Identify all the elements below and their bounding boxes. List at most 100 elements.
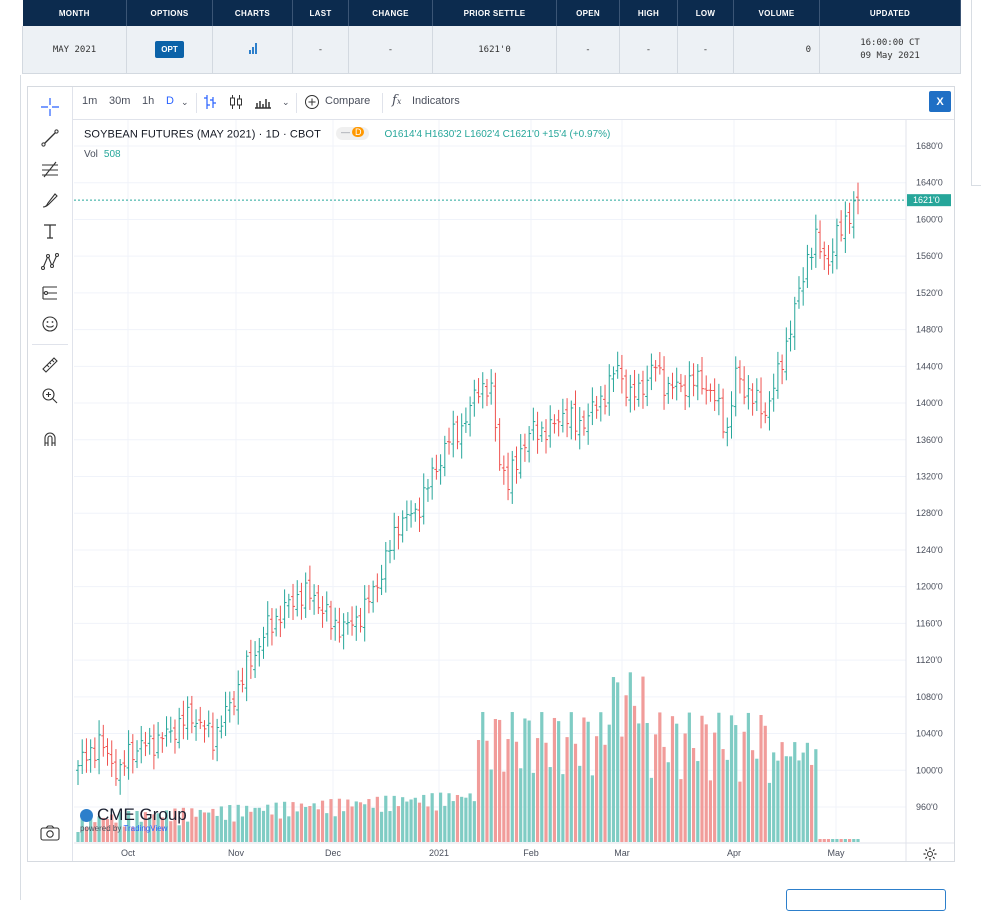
measure-ranges-icon[interactable] (38, 281, 62, 305)
crosshair-icon[interactable] (38, 95, 62, 119)
brush-icon[interactable] (38, 188, 62, 212)
interval-1m[interactable]: 1m (82, 95, 98, 107)
volume-bar (548, 767, 552, 842)
emoji-icon[interactable] (38, 312, 62, 336)
volume-bar (460, 796, 464, 842)
volume-bar (126, 811, 131, 842)
volume-bar (240, 816, 245, 842)
indicators-button[interactable]: Indicators (412, 95, 460, 107)
opt-button[interactable]: OPT (155, 41, 184, 58)
volume-bar (755, 758, 759, 842)
y-tick-label: 1040'0 (916, 729, 943, 739)
volume-bar (810, 764, 814, 842)
volume-bar (481, 712, 485, 842)
col-last: LAST (292, 0, 349, 26)
volume-bar (645, 723, 649, 842)
camera-icon[interactable] (38, 823, 62, 843)
volume-bar (641, 676, 645, 842)
text-tool-icon[interactable] (38, 219, 62, 243)
volume-bar (413, 797, 417, 842)
volume-bar (417, 802, 422, 842)
volume-bar (590, 775, 594, 842)
x-tick-label: 2021 (429, 848, 449, 858)
chart-type-dropdown-icon[interactable]: ⌄ (282, 97, 290, 107)
bottom-button[interactable] (786, 889, 946, 911)
volume-bar (729, 715, 734, 842)
interval-dropdown-icon[interactable]: ⌄ (181, 97, 189, 107)
volume-bar (557, 721, 561, 842)
volume-bar (105, 819, 110, 842)
volume-bar (485, 740, 489, 842)
volume-bar (320, 800, 325, 842)
compare-plus-icon[interactable] (304, 94, 320, 113)
volume-bar (713, 732, 717, 842)
price-chart[interactable]: 1680'0 1640'0 1600'0 1560'0 1520'0 1480'0 1440… (28, 87, 954, 861)
bar-chart-icon[interactable] (248, 42, 257, 54)
volume-bar (186, 821, 190, 842)
powered-brand[interactable]: TradingView (123, 824, 168, 833)
interval-1h[interactable]: 1h (142, 95, 155, 107)
open-cell: - (556, 26, 620, 74)
volume-bar (118, 812, 122, 842)
pattern-icon[interactable] (38, 250, 62, 274)
interval-d[interactable]: D (166, 95, 174, 107)
y-tick-label: 960'0 (916, 802, 938, 812)
toolbar-divider (32, 344, 68, 345)
volume-bar (426, 806, 430, 842)
chart-toolbar: 1m 30m 1h D ⌄ ⌄ Compare fx Indicators X (72, 87, 954, 120)
cme-brand: CME Group (97, 805, 187, 824)
fib-retracement-icon[interactable] (38, 157, 62, 181)
volume-bar (586, 721, 590, 842)
volume-bar (148, 817, 152, 842)
interval-pill[interactable]: — D (335, 127, 370, 140)
volume-bar (472, 801, 476, 842)
volume-bar (274, 802, 278, 842)
volume-bar (253, 807, 257, 842)
volume-bar (831, 839, 835, 842)
volume-bar (219, 806, 223, 842)
gear-icon[interactable] (922, 846, 938, 862)
col-volume: VOLUME (733, 0, 820, 26)
interval-30m[interactable]: 30m (109, 95, 131, 107)
trend-line-icon[interactable] (38, 126, 62, 150)
indicators-fx-icon[interactable]: fx (392, 93, 402, 108)
volume-bar (725, 759, 729, 842)
close-button[interactable]: X (929, 91, 951, 112)
volume-bar (569, 712, 573, 842)
y-tick-label: 1400'0 (916, 398, 943, 408)
volume-bar (561, 774, 565, 842)
volume-bar (143, 812, 148, 842)
volume-bar (114, 822, 118, 842)
symbol-title: SOYBEAN FUTURES (MAY 2021) · 1D · CBOT (84, 128, 321, 141)
toolbar-divider (296, 93, 297, 113)
zoom-in-icon[interactable] (38, 384, 62, 408)
candles-style-icon[interactable] (229, 94, 243, 113)
volume-bar (447, 793, 451, 842)
col-change: CHANGE (348, 0, 433, 26)
ruler-icon[interactable] (38, 353, 62, 377)
compare-button[interactable]: Compare (325, 95, 371, 107)
volume-bar (223, 819, 228, 842)
bars-style-icon[interactable] (203, 94, 217, 113)
change-cell: - (348, 26, 433, 74)
volume-style-icon[interactable] (254, 94, 272, 113)
volume-label: Vol (84, 149, 98, 160)
volume-bar (649, 777, 654, 842)
volume-bar (767, 782, 772, 842)
volume-bar (101, 817, 105, 842)
y-tick-label: 1120'0 (916, 655, 942, 665)
powered-by: powered by TradingView (80, 824, 187, 833)
volume-bar (772, 752, 776, 842)
volume-bar (696, 761, 700, 842)
volume-bar (531, 772, 535, 842)
toolbar-divider (382, 93, 383, 113)
magnet-icon[interactable] (38, 427, 62, 451)
quote-header-row: MONTH OPTIONS CHARTS LAST CHANGE PRIOR S… (22, 0, 961, 26)
volume-bar (358, 802, 363, 842)
volume-bar (110, 814, 114, 842)
quote-table: MONTH OPTIONS CHARTS LAST CHANGE PRIOR S… (22, 0, 961, 74)
volume-bar (371, 807, 375, 842)
x-tick-label: Oct (121, 848, 136, 858)
volume-bar (738, 781, 742, 842)
updated-date: 09 May 2021 (860, 50, 920, 61)
